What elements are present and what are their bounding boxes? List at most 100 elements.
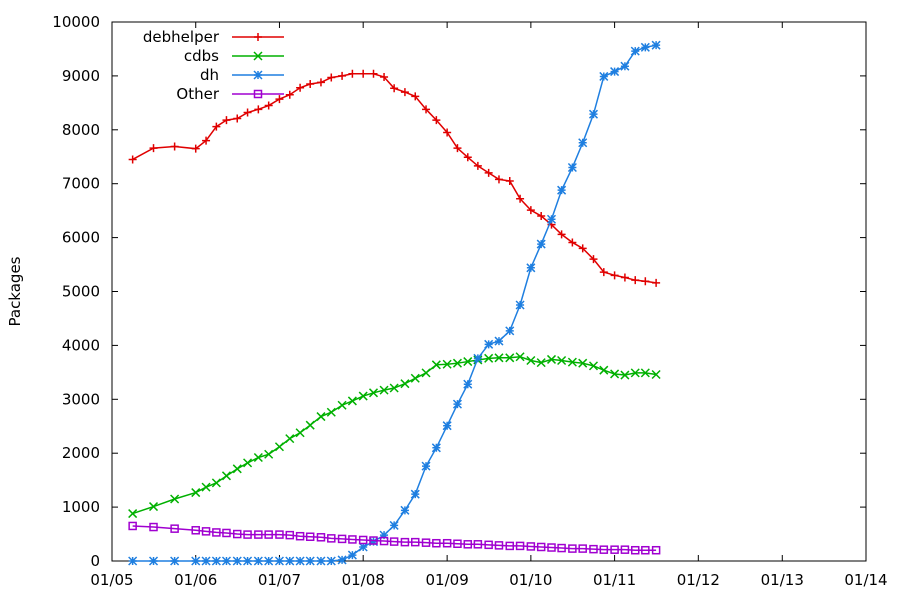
data-point-debhelper <box>526 206 535 215</box>
data-point-dh <box>442 421 452 431</box>
data-point-dh <box>201 556 211 566</box>
data-point-cdbs <box>431 360 441 370</box>
x-tick-label: 01/11 <box>593 571 636 589</box>
data-point-cdbs <box>651 369 661 380</box>
x-tick-label: 01/09 <box>426 571 469 589</box>
data-point-cdbs <box>337 400 347 410</box>
data-point-other <box>505 541 515 551</box>
data-point-dh <box>285 556 295 566</box>
y-tick-label: 0 <box>90 552 100 570</box>
data-point-dh <box>148 556 159 566</box>
data-point-other <box>275 530 284 539</box>
data-point-cdbs <box>463 357 473 367</box>
data-point-dh <box>546 214 557 224</box>
y-tick-label: 10000 <box>52 13 100 31</box>
data-point-other <box>358 535 368 545</box>
data-point-debhelper <box>296 83 305 92</box>
data-point-cdbs <box>567 357 577 367</box>
data-point-dh <box>232 556 242 566</box>
data-point-dh <box>505 326 515 336</box>
data-point-dh <box>243 556 253 566</box>
series-debhelper <box>128 69 661 287</box>
data-point-debhelper <box>149 144 158 153</box>
data-point-other <box>473 540 483 549</box>
data-point-dh <box>389 520 399 530</box>
y-tick-label: 2000 <box>62 444 100 462</box>
data-point-other <box>254 530 263 539</box>
data-point-dh <box>400 505 410 515</box>
data-point-dh <box>253 556 263 566</box>
data-point-other <box>620 545 630 554</box>
data-point-debhelper <box>400 88 409 97</box>
data-point-cdbs <box>305 420 315 430</box>
legend-label-other: Other <box>176 85 219 103</box>
data-point-dh <box>316 556 326 566</box>
data-point-cdbs <box>578 358 588 368</box>
data-point-other <box>610 545 619 554</box>
data-point-debhelper <box>484 168 493 177</box>
data-point-cdbs <box>170 494 180 504</box>
data-point-other <box>494 541 504 550</box>
data-point-other <box>327 534 336 543</box>
data-point-dh <box>536 239 546 249</box>
data-point-other <box>411 537 420 547</box>
data-point-other <box>557 543 566 553</box>
data-point-cdbs <box>379 385 389 395</box>
data-point-cdbs <box>546 354 557 364</box>
data-point-dh <box>295 556 305 566</box>
x-tick-label: 01/05 <box>90 571 133 589</box>
data-point-cdbs <box>253 452 263 463</box>
data-point-cdbs <box>326 407 336 417</box>
data-point-debhelper <box>494 175 503 184</box>
data-point-debhelper <box>473 161 482 170</box>
data-point-dh <box>610 67 620 77</box>
data-point-debhelper <box>380 72 389 81</box>
data-point-debhelper <box>453 144 462 153</box>
data-point-cdbs <box>389 383 399 393</box>
data-point-cdbs <box>148 502 159 512</box>
data-point-debhelper <box>202 136 211 145</box>
y-axis-label: Packages <box>6 256 24 326</box>
data-point-dh <box>305 556 315 566</box>
data-point-dh <box>567 162 577 173</box>
plot-border <box>111 21 867 562</box>
data-point-debhelper <box>275 95 284 104</box>
legend-label-debhelper: debhelper <box>143 28 220 46</box>
y-tick-label: 3000 <box>62 390 100 408</box>
data-point-other <box>463 540 473 549</box>
data-point-debhelper <box>641 277 650 286</box>
data-point-debhelper <box>610 271 619 280</box>
data-point-other <box>589 544 598 554</box>
data-point-other <box>191 526 200 535</box>
data-point-other <box>316 533 326 542</box>
data-point-debhelper <box>432 116 441 125</box>
series-other <box>128 521 661 555</box>
data-point-dh <box>473 353 483 363</box>
data-point-debhelper <box>411 92 420 101</box>
data-point-dh <box>620 61 630 71</box>
data-point-dh <box>640 42 650 52</box>
data-point-cdbs <box>295 428 305 438</box>
data-point-cdbs <box>452 358 462 368</box>
data-point-cdbs <box>536 358 546 368</box>
data-point-other <box>285 530 295 540</box>
data-point-debhelper <box>589 255 598 264</box>
y-tick-label: 6000 <box>62 229 100 247</box>
data-point-cdbs <box>221 471 231 481</box>
data-point-debhelper <box>254 105 263 114</box>
data-point-other <box>536 542 546 552</box>
data-point-other <box>212 528 221 537</box>
data-point-dh <box>484 339 494 349</box>
data-point-cdbs <box>211 478 221 488</box>
data-point-cdbs <box>191 488 201 498</box>
legend-label-cdbs: cdbs <box>184 47 219 65</box>
data-point-cdbs <box>264 449 274 459</box>
data-point-dh <box>379 530 389 540</box>
data-point-cdbs <box>274 442 284 452</box>
data-point-other <box>379 536 389 546</box>
data-point-cdbs <box>128 509 138 519</box>
data-point-cdbs <box>201 482 211 492</box>
data-point-dh <box>515 300 525 310</box>
data-point-cdbs <box>640 368 650 378</box>
